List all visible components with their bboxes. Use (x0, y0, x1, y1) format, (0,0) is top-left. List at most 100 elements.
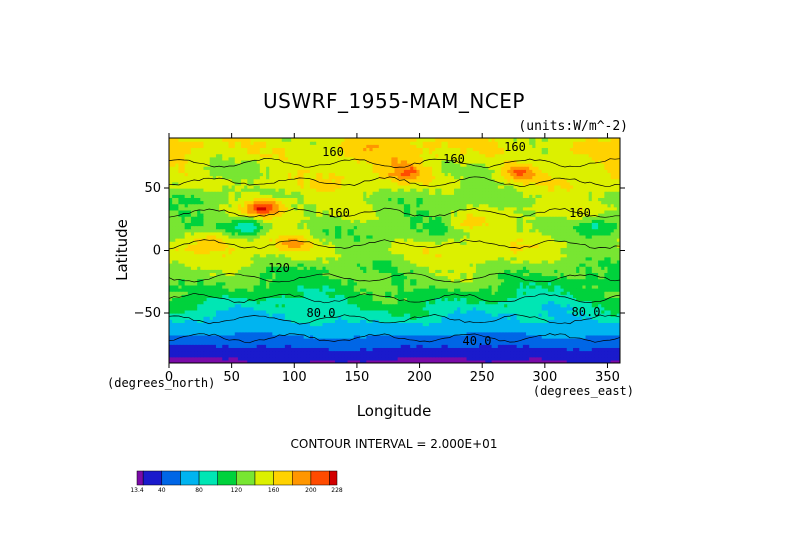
heatmap-cell (391, 328, 396, 333)
heatmap-cell (344, 316, 349, 320)
heatmap-cell (522, 350, 527, 355)
heatmap-cell (241, 331, 245, 336)
heatmap-cell (388, 263, 392, 267)
heatmap-cell (425, 259, 430, 264)
heatmap-cell (297, 344, 302, 348)
heatmap-cell (360, 356, 364, 361)
heatmap-cell (485, 347, 490, 352)
heatmap-cell (347, 269, 352, 273)
heatmap-cell (309, 328, 314, 333)
heatmap-cell (225, 328, 230, 333)
heatmap-cell (554, 350, 558, 355)
heatmap-cell (400, 278, 405, 283)
heatmap-cell (225, 313, 230, 317)
heatmap-cell (331, 313, 336, 317)
heatmap-cell (551, 303, 555, 308)
heatmap-cell (294, 263, 299, 267)
heatmap-cell (416, 328, 421, 333)
heatmap-cell (607, 334, 612, 339)
heatmap-cell (604, 313, 609, 317)
heatmap-cell (547, 347, 552, 352)
heatmap-cell (194, 359, 198, 363)
heatmap-cell (598, 288, 602, 292)
heatmap-cell (610, 269, 615, 273)
heatmap-cell (272, 272, 277, 277)
heatmap-cell (363, 325, 367, 330)
heatmap-cell (566, 353, 571, 358)
heatmap-cell (419, 294, 424, 298)
heatmap-cell (400, 338, 405, 342)
heatmap-cell (375, 325, 380, 330)
heatmap-cell (259, 322, 264, 327)
heatmap-cell (491, 278, 496, 283)
heatmap-cell (215, 316, 220, 320)
heatmap-cell (475, 331, 480, 336)
heatmap-cell (319, 281, 324, 286)
heatmap-cell (413, 313, 418, 317)
heatmap-cell (363, 338, 367, 342)
heatmap-cell (369, 350, 374, 355)
heatmap-cell (410, 294, 414, 298)
heatmap-cell (322, 275, 327, 280)
heatmap-cell (325, 309, 330, 314)
heatmap-cell (241, 334, 245, 339)
heatmap-cell (288, 275, 292, 280)
heatmap-cell (428, 266, 433, 270)
heatmap-cell (350, 328, 355, 333)
heatmap-cell (576, 259, 580, 264)
heatmap-cell (363, 291, 367, 295)
heatmap-cell (350, 263, 355, 267)
heatmap-cell (607, 269, 612, 273)
heatmap-cell (616, 309, 620, 314)
heatmap-cell (447, 316, 452, 320)
heatmap-cell (369, 272, 374, 277)
heatmap-cell (372, 359, 377, 363)
heatmap-cell (425, 300, 430, 305)
heatmap-cell (541, 350, 546, 355)
heatmap-cell (234, 281, 239, 286)
heatmap-cell (222, 284, 226, 289)
heatmap-cell (372, 272, 377, 277)
heatmap-cell (469, 284, 474, 289)
heatmap-cell (319, 322, 324, 327)
heatmap-cell (516, 338, 521, 342)
heatmap-cell (579, 284, 584, 289)
heatmap-cell (219, 269, 223, 273)
heatmap-cell (291, 344, 295, 348)
heatmap-cell (219, 259, 223, 264)
heatmap-cell (360, 294, 364, 298)
heatmap-cell (616, 297, 620, 302)
heatmap-cell (322, 322, 327, 327)
heatmap-cell (488, 319, 493, 323)
heatmap-cell (369, 356, 374, 361)
heatmap-cell (184, 284, 189, 289)
heatmap-cell (309, 306, 314, 311)
heatmap-cell (272, 309, 277, 314)
heatmap-cell (212, 294, 217, 298)
heatmap-cell (397, 278, 402, 283)
heatmap-cell (369, 347, 374, 352)
heatmap-cell (516, 325, 521, 330)
heatmap-cell (303, 278, 308, 283)
heatmap-cell (284, 319, 289, 323)
heatmap-cell (190, 347, 195, 352)
heatmap-cell (391, 341, 396, 345)
heatmap-cell (413, 259, 418, 264)
heatmap-cell (529, 322, 533, 327)
heatmap-cell (573, 303, 577, 308)
heatmap-cell (610, 322, 615, 327)
heatmap-cell (400, 350, 405, 355)
heatmap-cell (309, 350, 314, 355)
heatmap-cell (241, 356, 245, 361)
heatmap-cell (573, 359, 577, 363)
heatmap-cell (585, 319, 590, 323)
heatmap-cell (225, 325, 230, 330)
heatmap-cell (259, 294, 264, 298)
heatmap-cell (219, 356, 223, 361)
heatmap-cell (554, 316, 558, 320)
heatmap-cell (319, 294, 324, 298)
heatmap-cell (450, 344, 455, 348)
heatmap-cell (262, 272, 267, 277)
heatmap-cell (297, 309, 302, 314)
